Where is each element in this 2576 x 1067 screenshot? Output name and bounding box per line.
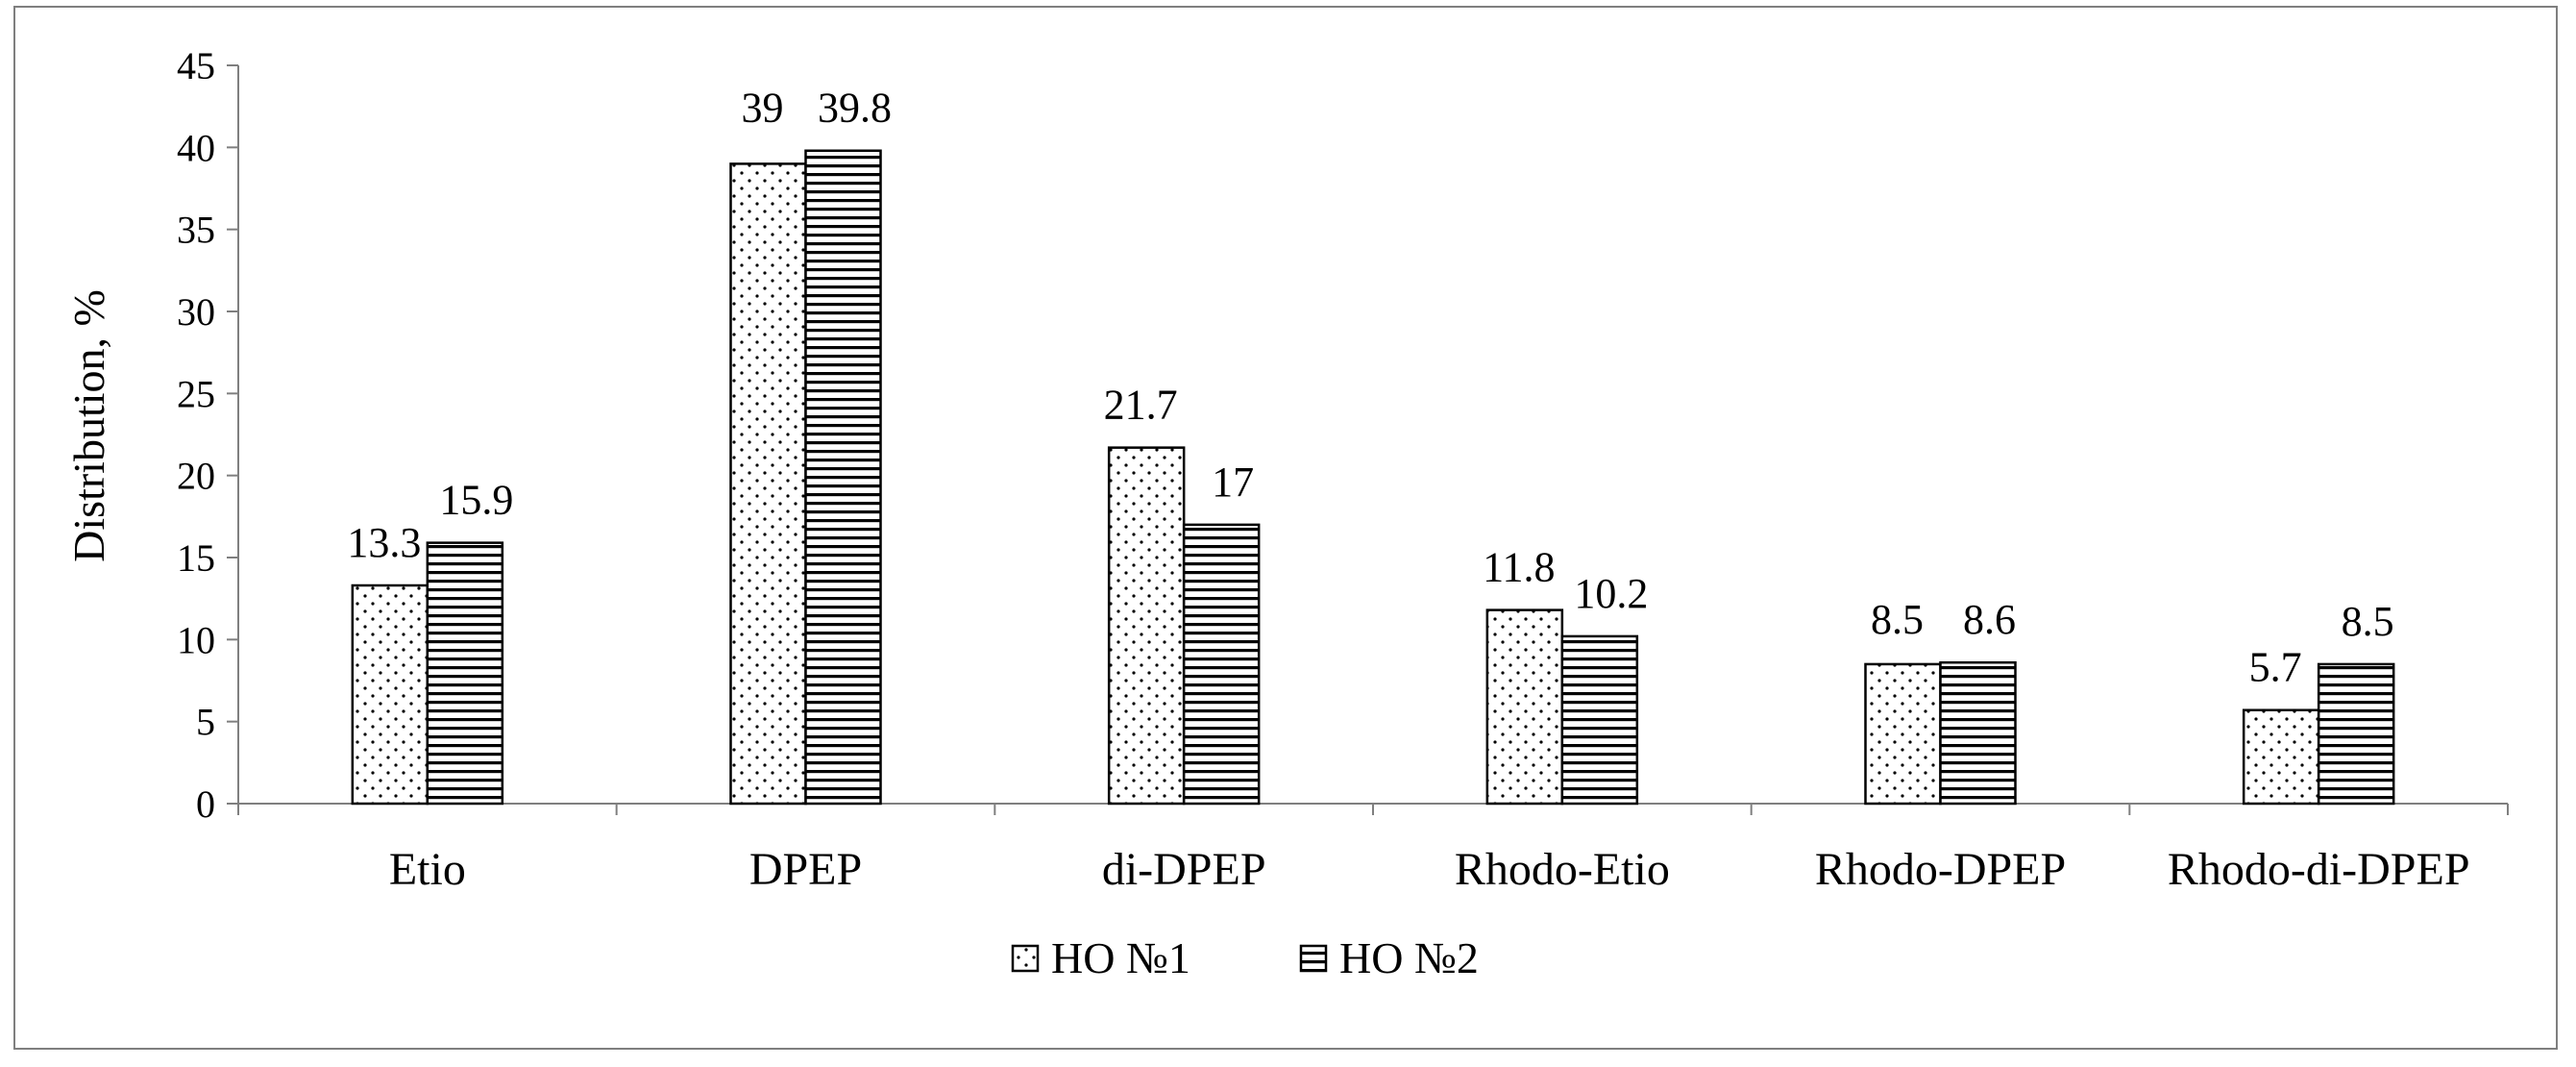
legend-label-series2: НО №2 bbox=[1339, 933, 1479, 982]
bar-series2-di-dpep bbox=[1182, 523, 1261, 806]
bar-series2-dpep bbox=[804, 149, 882, 806]
data-label-series1: 21.7 bbox=[1104, 382, 1178, 429]
y-tick-label: 30 bbox=[177, 290, 215, 334]
data-label-series1: 13.3 bbox=[347, 519, 421, 566]
data-labels: 13.3 15.9 39 39.8 21.7 17 11.8 10.2 8.5 8.6 5.7 8.5 bbox=[347, 85, 2393, 691]
y-tick-label: 25 bbox=[177, 372, 215, 415]
x-tick-labels: Etio DPEP di-DPEP Rhodo-Etio Rhodo-DPEP Rhodo… bbox=[389, 844, 2470, 895]
data-label-series2: 39.8 bbox=[818, 85, 892, 132]
data-label-series2: 8.6 bbox=[1963, 596, 2016, 643]
bars bbox=[351, 149, 2395, 806]
data-label-series1: 5.7 bbox=[2249, 644, 2302, 691]
data-label-series2: 15.9 bbox=[439, 477, 513, 524]
y-tick-label: 40 bbox=[177, 126, 215, 169]
y-tick-label: 20 bbox=[177, 455, 215, 498]
y-tick-label: 5 bbox=[196, 701, 215, 744]
legend-swatch-series2 bbox=[1299, 944, 1328, 973]
bar-series2-etio bbox=[426, 541, 504, 806]
bar-series1-rhodo-dpep bbox=[1864, 662, 1942, 806]
axes: 0 5 10 15 20 25 30 35 40 45 bbox=[177, 44, 2509, 826]
data-label-series1: 11.8 bbox=[1483, 544, 1555, 591]
bar-series1-rhodo-etio bbox=[1485, 608, 1564, 806]
bar-series2-rhodo-etio bbox=[1560, 634, 1639, 806]
bar-series1-dpep bbox=[729, 162, 807, 806]
bar-series1-etio bbox=[351, 583, 429, 806]
legend-swatch-series1 bbox=[1011, 944, 1040, 973]
legend-label-series1: НО №1 bbox=[1051, 933, 1190, 982]
x-tick-label: di-DPEP bbox=[1102, 844, 1266, 895]
x-tick-label: Rhodo-di-DPEP bbox=[2168, 844, 2470, 895]
bar-series1-rhodo-di-dpep bbox=[2242, 708, 2320, 806]
chart-frame bbox=[13, 6, 2558, 1050]
y-axis-label: Distribution, % bbox=[64, 289, 113, 562]
y-tick-label: 0 bbox=[196, 782, 215, 826]
x-tick-label: DPEP bbox=[749, 844, 862, 895]
y-tick-label: 35 bbox=[177, 209, 215, 252]
legend: НО №1 НО №2 bbox=[1011, 933, 1479, 982]
y-tick-label: 15 bbox=[177, 536, 215, 580]
y-tick-label: 10 bbox=[177, 618, 215, 661]
data-label-series2: 8.5 bbox=[2342, 598, 2394, 645]
data-label-series1: 39 bbox=[742, 85, 784, 132]
x-tick-label: Rhodo-Etio bbox=[1455, 844, 1670, 895]
x-tick-label: Rhodo-DPEP bbox=[1815, 844, 2066, 895]
bar-series2-rhodo-dpep bbox=[1939, 660, 2017, 806]
y-axis-label-group: Distribution, % bbox=[64, 289, 113, 562]
data-label-series2: 10.2 bbox=[1574, 570, 1648, 617]
bar-series1-di-dpep bbox=[1107, 446, 1186, 806]
data-label-series2: 17 bbox=[1212, 459, 1254, 506]
data-label-series1: 8.5 bbox=[1871, 596, 1924, 643]
bar-series2-rhodo-di-dpep bbox=[2317, 662, 2395, 806]
y-tick-label: 45 bbox=[177, 44, 215, 87]
x-tick-label: Etio bbox=[389, 844, 466, 895]
